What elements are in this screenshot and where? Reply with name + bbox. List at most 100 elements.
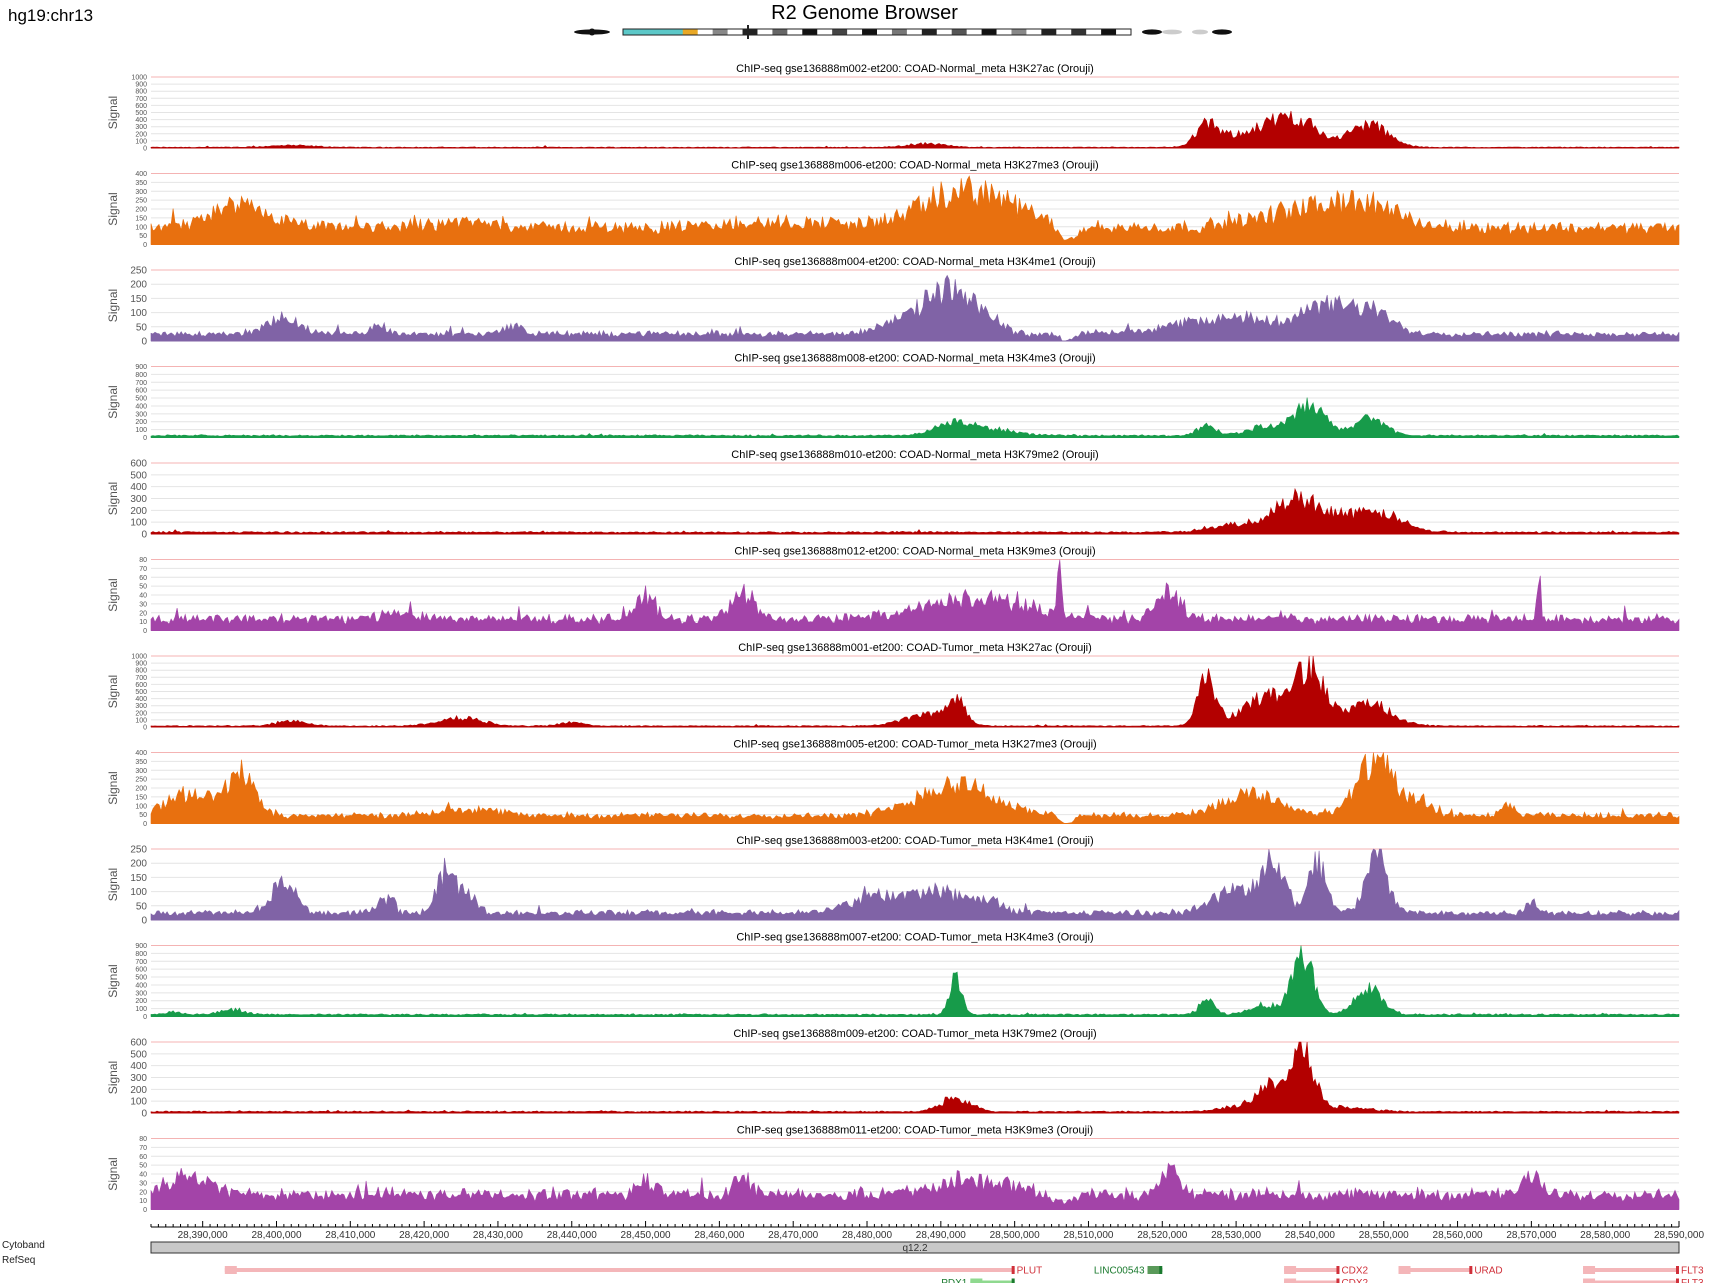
ideogram-band	[891, 29, 908, 35]
refseq-label: RefSeq	[2, 1255, 35, 1266]
y-tick-label: 0	[141, 530, 147, 541]
y-tick-label: 300	[130, 1073, 147, 1084]
gene-feature: URAD	[1398, 1266, 1503, 1277]
x-tick-label: 28,440,000	[547, 1230, 597, 1241]
gene-body	[224, 1268, 1015, 1272]
signal-area	[150, 945, 1680, 1017]
y-tick-label: 200	[130, 280, 147, 291]
y-axis-label: Signal	[106, 192, 120, 225]
y-tick-label: 400	[135, 171, 147, 178]
y-tick-label: 250	[130, 266, 147, 277]
gene-feature: PDX1	[941, 1278, 1015, 1283]
ideogram-right-arm	[1142, 29, 1232, 35]
y-tick-label: 200	[130, 506, 147, 517]
ideogram-band	[757, 29, 773, 35]
ideogram-band	[1101, 29, 1117, 35]
y-tick-label: 50	[139, 233, 147, 240]
ideogram-band	[832, 29, 848, 35]
track-title: ChIP-seq gse136888m003-et200: COAD-Tumor…	[736, 835, 1093, 847]
gene-label: URAD	[1474, 1266, 1502, 1277]
signal-track: ChIP-seq gse136888m006-et200: COAD-Norma…	[106, 160, 1680, 249]
y-axis-label: Signal	[106, 482, 120, 515]
y-tick-label: 700	[135, 380, 147, 387]
ideogram-band	[682, 29, 699, 35]
y-tick-label: 400	[135, 982, 147, 989]
signal-area	[150, 487, 1680, 535]
gene-body	[1398, 1268, 1473, 1272]
x-tick-label: 28,460,000	[694, 1230, 744, 1241]
y-tick-label: 400	[135, 696, 147, 703]
ideogram-band	[1056, 29, 1072, 35]
ideogram-band	[877, 29, 893, 35]
signal-track: ChIP-seq gse136888m012-et200: COAD-Norma…	[106, 546, 1680, 635]
y-tick-label: 300	[135, 703, 147, 710]
y-tick-label: 50	[136, 901, 148, 912]
y-axis-label: Signal	[106, 1157, 120, 1190]
y-tick-label: 100	[135, 138, 147, 145]
x-tick-label: 28,560,000	[1433, 1230, 1483, 1241]
cytoband-track: Cytoband q12.2	[2, 1240, 1680, 1254]
y-tick-label: 250	[135, 777, 147, 784]
gene-label: FLT3	[1681, 1266, 1704, 1277]
y-axis-label: Signal	[106, 385, 120, 418]
gene-feature: CDX2	[1284, 1278, 1369, 1283]
y-tick-label: 20	[139, 610, 147, 617]
ideogram-band	[966, 29, 983, 35]
y-tick-label: 500	[135, 396, 147, 403]
y-tick-label: 300	[135, 189, 147, 196]
ideogram-band	[996, 29, 1012, 35]
y-tick-label: 100	[130, 518, 147, 529]
gene-exon	[1147, 1266, 1160, 1274]
y-axis-label: Signal	[106, 675, 120, 708]
signal-track: ChIP-seq gse136888m004-et200: COAD-Norma…	[106, 256, 1680, 348]
gene-exon	[1284, 1278, 1297, 1283]
y-tick-label: 900	[135, 82, 147, 89]
y-tick-label: 0	[143, 1207, 147, 1214]
y-tick-label: 0	[143, 725, 147, 732]
y-tick-label: 100	[135, 1006, 147, 1013]
y-axis-label: Signal	[106, 96, 120, 129]
x-tick-label: 28,420,000	[399, 1230, 449, 1241]
gene-body	[970, 1280, 1015, 1283]
y-tick-label: 30	[139, 1180, 147, 1187]
gene-exon	[1583, 1266, 1596, 1274]
y-tick-label: 350	[135, 759, 147, 766]
ideogram-band	[951, 29, 968, 35]
signal-area	[150, 655, 1680, 728]
gene-body	[1284, 1280, 1340, 1283]
y-tick-label: 200	[135, 207, 147, 214]
gene-exon	[970, 1278, 983, 1283]
gene-feature: FLT3	[1583, 1278, 1704, 1283]
x-tick-label: 28,580,000	[1580, 1230, 1630, 1241]
y-tick-label: 400	[135, 750, 147, 757]
ideogram-band	[623, 29, 639, 35]
gene-exon	[1159, 1266, 1163, 1274]
y-tick-label: 50	[139, 1163, 147, 1170]
chromosome-ideogram[interactable]	[0, 22, 1729, 42]
y-tick-label: 600	[135, 682, 147, 689]
ideogram-band	[787, 29, 803, 35]
y-tick-label: 400	[130, 1061, 147, 1072]
x-tick-label: 28,530,000	[1211, 1230, 1261, 1241]
y-tick-label: 1000	[131, 654, 147, 661]
y-tick-label: 800	[135, 951, 147, 958]
y-axis-label: Signal	[106, 578, 120, 611]
track-title: ChIP-seq gse136888m004-et200: COAD-Norma…	[734, 256, 1095, 268]
signal-track: ChIP-seq gse136888m005-et200: COAD-Tumor…	[106, 739, 1680, 828]
x-tick-label: 28,400,000	[251, 1230, 301, 1241]
y-tick-label: 1000	[131, 75, 147, 82]
y-tick-label: 200	[130, 859, 147, 870]
y-tick-label: 40	[139, 593, 147, 600]
track-title: ChIP-seq gse136888m005-et200: COAD-Tumor…	[733, 739, 1096, 751]
x-tick-label: 28,470,000	[768, 1230, 818, 1241]
y-tick-label: 70	[139, 566, 147, 573]
signal-area	[150, 175, 1680, 245]
x-tick-label: 28,510,000	[1063, 1230, 1113, 1241]
ideogram-left-arm	[574, 28, 610, 36]
y-tick-label: 0	[143, 435, 147, 442]
y-tick-label: 0	[141, 1109, 147, 1120]
y-tick-label: 700	[135, 675, 147, 682]
x-tick-label: 28,390,000	[178, 1230, 228, 1241]
y-tick-label: 300	[135, 411, 147, 418]
